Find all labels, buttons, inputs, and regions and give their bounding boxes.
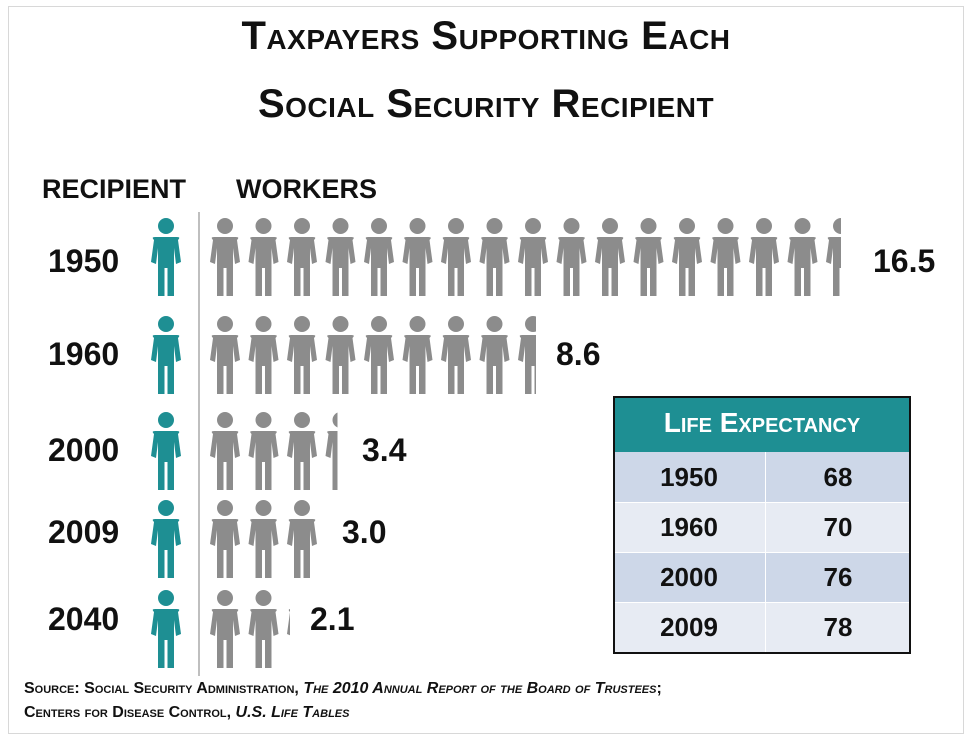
recipient-figure-1950 <box>151 218 181 296</box>
worker-figure-2000-2 <box>248 412 279 490</box>
worker-figure-1960-9 <box>518 316 536 394</box>
value-label-2000: 3.4 <box>362 432 407 468</box>
worker-figure-2009-1 <box>210 500 240 578</box>
recipient-column-header: RECIPIENT <box>42 174 187 204</box>
table-cell-year: 1960 <box>660 512 718 542</box>
chart-title-line-2: Social Security Recipient <box>257 82 715 126</box>
worker-figure-2009-3 <box>287 500 317 578</box>
recipient-figure-2009 <box>151 500 181 578</box>
worker-figure-1950-4 <box>325 218 356 296</box>
table-divider <box>615 602 909 603</box>
worker-figure-2000-4 <box>325 412 338 490</box>
worker-figure-1960-4 <box>325 316 356 394</box>
worker-figure-1960-3 <box>287 316 317 394</box>
recipient-figure-2040 <box>151 590 181 668</box>
worker-figure-2000-3 <box>287 412 317 490</box>
source-1-prefix: Source: Social Security Administration, <box>24 680 304 697</box>
axis-divider <box>198 212 200 676</box>
worker-figure-1960-5 <box>364 316 394 394</box>
table-cell-year: 2009 <box>660 612 718 642</box>
life-expectancy-header: Life Expectancy <box>615 398 909 452</box>
value-label-1950: 16.5 <box>873 243 936 279</box>
worker-figure-1960-6 <box>402 316 433 394</box>
year-label-1960: 1960 <box>48 336 120 372</box>
worker-figure-1950-16 <box>787 218 818 296</box>
worker-figure-1950-6 <box>402 218 433 296</box>
worker-figure-1950-13 <box>672 218 702 296</box>
worker-figure-1960-2 <box>248 316 279 394</box>
worker-figure-2009-2 <box>248 500 279 578</box>
table-cell-value: 76 <box>765 552 910 602</box>
value-label-2009: 3.0 <box>342 514 387 550</box>
life-expectancy-table: Life Expectancy 1950 68 1960 70 2000 76 … <box>613 396 911 654</box>
table-cell-value: 70 <box>765 502 910 552</box>
table-divider <box>615 502 909 503</box>
worker-figure-1950-8 <box>479 218 510 296</box>
chart-title-line-1: Taxpayers Supporting Each <box>241 14 731 58</box>
worker-figure-2040-2 <box>248 590 279 668</box>
worker-figure-1950-9 <box>518 218 548 296</box>
worker-figure-1950-14 <box>710 218 741 296</box>
table-cell-year: 2000 <box>660 562 718 592</box>
value-label-1960: 8.6 <box>556 336 601 372</box>
table-row: 2000 76 <box>615 552 909 602</box>
recipient-figure-2000 <box>151 412 181 490</box>
value-label-2040: 2.1 <box>310 601 355 637</box>
worker-figure-1950-7 <box>441 218 471 296</box>
worker-figure-2000-1 <box>210 412 240 490</box>
table-divider <box>615 552 909 553</box>
year-label-2009: 2009 <box>48 514 120 550</box>
worker-figure-2040-3 <box>287 609 290 636</box>
year-label-2040: 2040 <box>48 601 120 637</box>
worker-figure-2040-1 <box>210 590 240 668</box>
source-2-prefix: Centers for Disease Control, <box>24 704 236 721</box>
source-1-title: The 2010 Annual Report of the Board of T… <box>303 680 657 697</box>
source-line-2: Centers for Disease Control, U.S. Life T… <box>24 704 349 722</box>
worker-figure-1950-12 <box>633 218 664 296</box>
worker-figure-1960-8 <box>479 316 510 394</box>
worker-figure-1950-11 <box>595 218 625 296</box>
worker-figure-1950-5 <box>364 218 394 296</box>
table-row: 2009 78 <box>615 602 909 652</box>
worker-figure-1950-10 <box>556 218 587 296</box>
worker-figure-1960-1 <box>210 316 240 394</box>
workers-column-header: WORKERS <box>236 174 377 204</box>
source-2-title: U.S. Life Tables <box>235 704 350 721</box>
table-cell-value: 78 <box>765 602 910 652</box>
worker-figure-1950-15 <box>749 218 779 296</box>
year-label-2000: 2000 <box>48 432 120 468</box>
source-line-1: Source: Social Security Administration, … <box>24 680 662 698</box>
year-label-1950: 1950 <box>48 243 120 279</box>
worker-figure-1950-2 <box>248 218 279 296</box>
table-cell-value: 68 <box>765 452 910 502</box>
table-row: 1960 70 <box>615 502 909 552</box>
worker-figure-1950-1 <box>210 218 240 296</box>
table-cell-year: 1950 <box>660 462 718 492</box>
table-row: 1950 68 <box>615 452 909 502</box>
recipient-figure-1960 <box>151 316 181 394</box>
worker-figure-1960-7 <box>441 316 471 394</box>
source-1-suffix: ; <box>656 680 662 697</box>
worker-figure-1950-17 <box>826 218 841 296</box>
worker-figure-1950-3 <box>287 218 317 296</box>
